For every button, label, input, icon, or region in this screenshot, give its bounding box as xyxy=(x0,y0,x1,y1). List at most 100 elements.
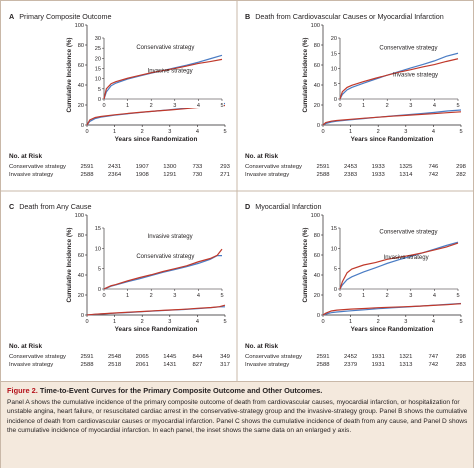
y-tick-label: 100 xyxy=(311,213,320,219)
x-tick-label: 3 xyxy=(168,319,171,325)
risk-value: 1933 xyxy=(372,164,386,170)
inset-background xyxy=(327,221,460,298)
inset-x-tick-label: 2 xyxy=(150,293,153,299)
risk-value: 317 xyxy=(220,362,230,368)
y-tick-label: 60 xyxy=(78,63,84,69)
risk-value: 2364 xyxy=(108,172,122,178)
risk-value: 827 xyxy=(192,362,202,368)
panel-b: B Death from Cardiovascular Causes or Myo… xyxy=(245,12,467,178)
inset-background xyxy=(327,31,460,108)
inset-x-tick-label: 0 xyxy=(102,103,105,109)
inset-x-tick-label: 3 xyxy=(173,293,176,299)
x-tick-label: 5 xyxy=(459,319,462,325)
inset-x-tick-label: 4 xyxy=(433,293,436,299)
y-tick-label: 0 xyxy=(317,123,320,129)
y-tick-label: 20 xyxy=(314,293,320,299)
y-tick-label: 60 xyxy=(78,253,84,259)
x-tick-label: 2 xyxy=(377,129,380,135)
figure-caption: Figure 2. Time-to-Event Curves for the P… xyxy=(1,381,473,468)
inset-background xyxy=(91,31,224,108)
y-tick-label: 40 xyxy=(78,273,84,279)
inset-x-tick-label: 5 xyxy=(456,293,459,299)
inset-y-tick-label: 15 xyxy=(95,226,101,232)
inset-y-tick-label: 30 xyxy=(95,36,101,42)
y-tick-label: 80 xyxy=(314,233,320,239)
risk-row-label: Invasive strategy xyxy=(245,362,289,368)
risk-table-header: No. at Risk xyxy=(245,153,278,160)
y-tick-label: 100 xyxy=(75,23,84,29)
x-tick-label: 1 xyxy=(113,129,116,135)
risk-value: 1313 xyxy=(399,362,413,368)
inset-x-tick-label: 1 xyxy=(126,293,129,299)
risk-value: 747 xyxy=(428,354,438,360)
caption-heading: Time-to-Event Curves for the Primary Com… xyxy=(39,386,323,395)
inset-x-tick-label: 1 xyxy=(126,103,129,109)
inset-y-tick-label: 15 xyxy=(331,226,337,232)
y-tick-label: 20 xyxy=(314,103,320,109)
risk-value: 2431 xyxy=(108,164,121,170)
inset-x-tick-label: 1 xyxy=(362,293,365,299)
series-line-invasive xyxy=(322,303,462,316)
x-tick-label: 5 xyxy=(459,129,462,135)
x-tick-label: 4 xyxy=(196,319,199,325)
x-tick-label: 5 xyxy=(223,129,226,135)
inset-series-label: Invasive strategy xyxy=(148,69,193,75)
risk-value: 1325 xyxy=(399,164,413,170)
x-tick-label: 0 xyxy=(321,319,324,325)
caption-title: Figure 2. Time-to-Event Curves for the P… xyxy=(7,386,322,395)
panel-title: C Death from Any Cause xyxy=(9,202,92,211)
risk-value: 271 xyxy=(220,172,230,178)
panel-title: D Myocardial Infarction xyxy=(245,202,322,211)
inset-y-tick-label: 5 xyxy=(334,82,337,88)
risk-value: 293 xyxy=(220,164,231,170)
inset-x-tick-label: 2 xyxy=(386,103,389,109)
risk-row-label: Conservative strategy xyxy=(245,164,302,170)
inset-x-tick-label: 0 xyxy=(338,103,341,109)
risk-value: 1300 xyxy=(163,164,177,170)
x-axis-title: Years since Randomization xyxy=(351,326,434,333)
panel-letter: D xyxy=(245,202,250,211)
risk-value: 2061 xyxy=(136,362,149,368)
inset-y-tick-label: 20 xyxy=(331,36,337,42)
risk-value: 2588 xyxy=(316,172,330,178)
inset-y-tick-label: 15 xyxy=(95,67,101,73)
x-tick-label: 1 xyxy=(113,319,116,325)
y-tick-label: 20 xyxy=(78,103,84,109)
risk-value: 2591 xyxy=(316,354,329,360)
risk-value: 2453 xyxy=(344,164,358,170)
inset-series-label: Conservative strategy xyxy=(136,45,194,51)
risk-value: 746 xyxy=(428,164,439,170)
series-line-invasive xyxy=(86,304,226,316)
x-tick-label: 0 xyxy=(85,319,88,325)
series-line-conservative xyxy=(322,109,462,126)
x-tick-label: 2 xyxy=(141,319,144,325)
risk-value: 742 xyxy=(428,172,438,178)
x-tick-label: 0 xyxy=(321,129,324,135)
inset-x-tick-label: 0 xyxy=(338,293,341,299)
risk-value: 2588 xyxy=(80,362,94,368)
inset-y-tick-label: 0 xyxy=(334,97,337,103)
inset-series-label: Invasive strategy xyxy=(393,73,438,79)
x-tick-label: 3 xyxy=(168,129,171,135)
inset-x-tick-label: 4 xyxy=(433,103,436,109)
panel-letter: A xyxy=(9,12,14,21)
inset-y-tick-label: 0 xyxy=(98,97,101,103)
inset-series-line-invasive xyxy=(103,58,223,100)
y-axis-title: Cumulative Incidence (%) xyxy=(66,228,73,303)
y-tick-label: 60 xyxy=(314,253,320,259)
series-line-invasive xyxy=(322,111,462,126)
inset-x-tick-label: 5 xyxy=(456,103,459,109)
risk-value: 1931 xyxy=(372,362,385,368)
y-tick-label: 100 xyxy=(311,23,320,29)
panel-title-text: Death from Any Cause xyxy=(19,202,91,211)
inset-series-line-invasive xyxy=(339,58,459,100)
panel-title: A Primary Composite Outcome xyxy=(9,12,111,21)
y-tick-label: 0 xyxy=(81,123,84,129)
inset-y-tick-label: 0 xyxy=(98,287,101,293)
inset-x-tick-label: 3 xyxy=(409,103,412,109)
risk-table-header: No. at Risk xyxy=(9,343,42,350)
risk-value: 2588 xyxy=(316,362,330,368)
inset-x-tick-label: 2 xyxy=(386,293,389,299)
